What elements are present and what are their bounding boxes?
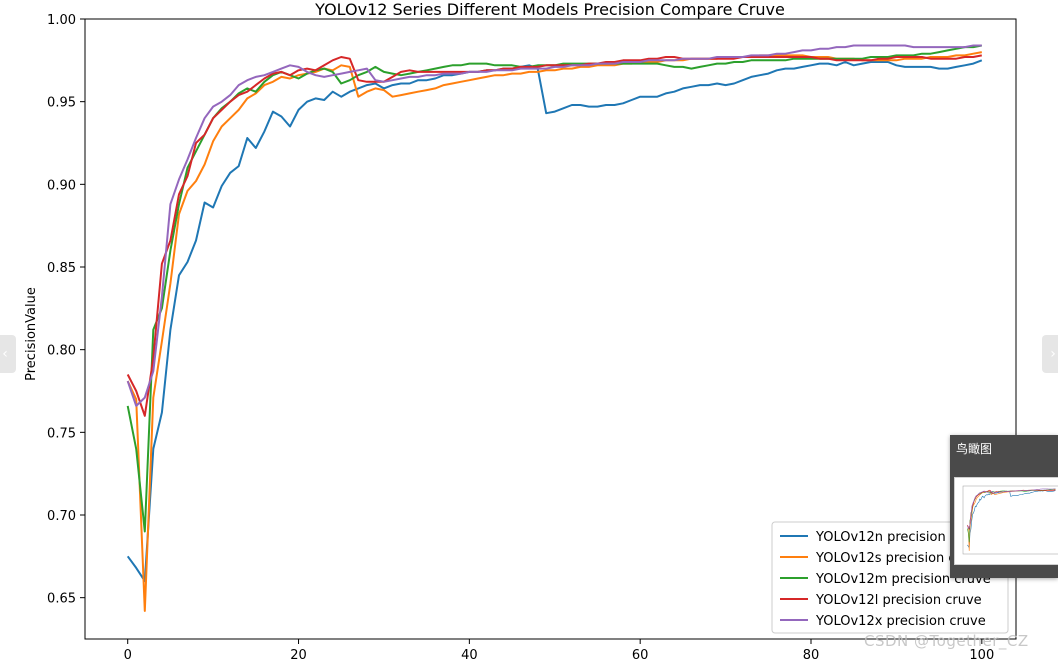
x-tick-label: 100 bbox=[969, 648, 994, 660]
series-line-yolov12l bbox=[126, 54, 982, 417]
series-group bbox=[126, 44, 983, 612]
legend: YOLOv12n precision cruve YOLOv12s precisi… bbox=[771, 521, 1009, 634]
minimap-series-line bbox=[967, 488, 1056, 543]
next-image-button[interactable]: › bbox=[1042, 335, 1058, 373]
y-tick-label: 1.00 bbox=[47, 13, 76, 28]
series-line-yolov12x bbox=[126, 44, 982, 407]
minimap-series-line bbox=[967, 490, 1056, 549]
chart-title: YOLOv12 Series Different Models Precisio… bbox=[314, 0, 785, 19]
y-tick-label: 0.90 bbox=[47, 178, 76, 193]
legend-entry: YOLOv12s precision cruve bbox=[815, 551, 985, 566]
series-line-yolov12n bbox=[126, 59, 983, 583]
y-tick-label: 0.80 bbox=[47, 344, 76, 359]
y-tick-label: 0.95 bbox=[47, 96, 76, 111]
x-tick-label: 20 bbox=[290, 648, 307, 660]
previous-image-button[interactable]: ‹ bbox=[0, 335, 16, 373]
y-tick-label: 0.75 bbox=[47, 426, 76, 441]
x-tick-label: 60 bbox=[632, 648, 649, 660]
legend-entry: YOLOv12x precision cruve bbox=[815, 614, 986, 629]
legend-entry: YOLOv12n precision cruve bbox=[815, 530, 986, 545]
x-tick-label: 40 bbox=[461, 648, 478, 660]
minimap-panel[interactable]: 鸟瞰图 bbox=[950, 435, 1058, 578]
y-axis-label: PrecisionValue bbox=[24, 287, 39, 381]
minimap-series-line bbox=[967, 488, 1056, 529]
minimap-viewport[interactable] bbox=[954, 477, 1058, 565]
y-tick-label: 0.65 bbox=[47, 592, 76, 607]
x-tick-label: 80 bbox=[803, 648, 820, 660]
x-tick-label: 0 bbox=[124, 648, 132, 660]
minimap-frame bbox=[962, 485, 1058, 555]
legend-entry: YOLOv12l precision cruve bbox=[815, 593, 982, 608]
legend-entry: YOLOv12m precision cruve bbox=[815, 572, 991, 587]
y-tick-label: 0.85 bbox=[47, 261, 76, 276]
minimap-title: 鸟瞰图 bbox=[956, 442, 993, 456]
x-axis: 0 20 40 60 80 100 bbox=[124, 639, 994, 660]
minimap-thumbnail bbox=[962, 485, 1058, 555]
watermark: CSDN @Together_CZ bbox=[864, 632, 1029, 650]
y-axis: 0.65 0.70 0.75 0.80 0.85 0.90 0.95 1.00 bbox=[47, 13, 85, 607]
minimap-series-line bbox=[967, 489, 1056, 551]
y-tick-label: 0.70 bbox=[47, 509, 76, 524]
